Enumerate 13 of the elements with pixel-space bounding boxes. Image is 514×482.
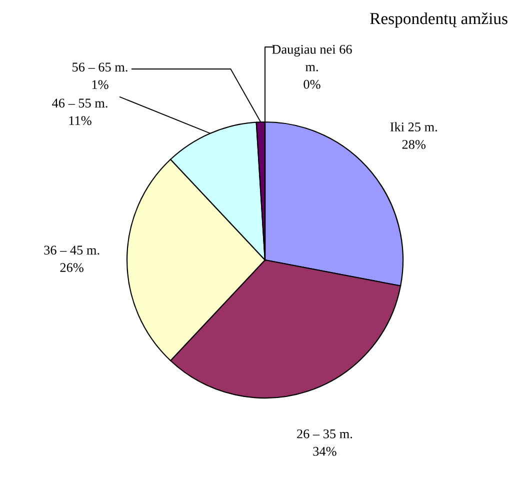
category-label: Daugiau nei 66 m. [272, 44, 352, 72]
chart-title: Respondentų amžius [370, 12, 508, 28]
data-label: 11% [69, 116, 92, 126]
data-label: 1% [92, 80, 108, 90]
slice-label: 46 – 55 m. [52, 98, 108, 108]
data-label: 26% [60, 263, 84, 272]
slice-label: 26 – 35 m. [297, 429, 352, 438]
slice-label: 56 – 65 m. [72, 62, 128, 72]
text: 0% [304, 80, 320, 89]
slice-label: Iki 25 m. [390, 122, 437, 132]
slice-label: 36 – 45 m. [44, 246, 100, 255]
data-label: 28% [402, 140, 426, 149]
data-label: 34% [313, 446, 336, 456]
